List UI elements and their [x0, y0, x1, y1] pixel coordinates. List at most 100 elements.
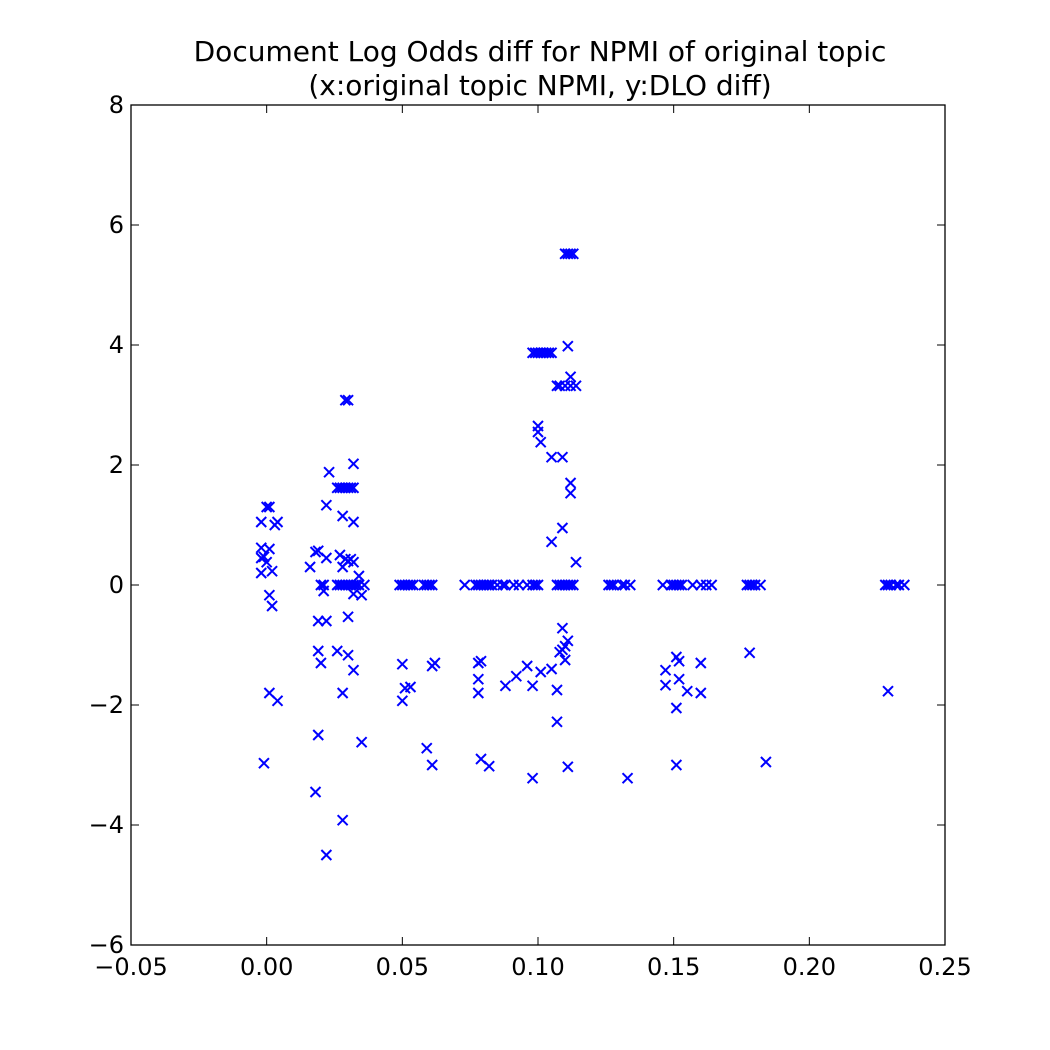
data-point	[564, 371, 577, 383]
data-point	[342, 649, 354, 661]
data-point	[564, 248, 577, 260]
data-point	[567, 248, 579, 260]
data-point	[529, 579, 541, 591]
data-point	[570, 380, 582, 392]
y-tick-label: 4	[109, 331, 124, 359]
data-point	[483, 760, 495, 772]
data-point	[673, 673, 685, 685]
data-point	[336, 687, 349, 699]
data-point	[551, 716, 563, 728]
data-point	[559, 654, 571, 666]
y-tick-label: −2	[89, 691, 124, 719]
data-point	[312, 615, 324, 627]
data-point	[681, 685, 693, 697]
x-tick-label: 0.20	[783, 953, 836, 981]
data-point	[532, 579, 544, 591]
data-point	[263, 543, 276, 555]
data-point	[309, 786, 322, 798]
data-point	[258, 551, 270, 563]
data-point	[497, 579, 509, 591]
data-point	[266, 600, 278, 612]
data-point	[339, 394, 352, 406]
data-point	[605, 579, 617, 591]
plot-area	[130, 104, 946, 946]
data-point	[320, 849, 333, 861]
data-point	[475, 655, 487, 667]
data-point	[521, 660, 533, 672]
data-point	[421, 742, 433, 754]
data-point	[564, 579, 577, 591]
x-tick-label: −0.05	[94, 953, 168, 981]
data-point	[404, 681, 417, 693]
data-point	[304, 561, 316, 573]
data-point	[350, 579, 362, 591]
data-point	[556, 522, 569, 534]
data-point	[545, 536, 558, 548]
data-point	[342, 611, 354, 623]
data-point	[472, 673, 485, 685]
data-point	[423, 579, 436, 591]
data-point	[426, 579, 438, 591]
data-point	[426, 759, 438, 771]
data-point	[312, 645, 324, 657]
data-point	[271, 516, 284, 528]
data-point	[526, 680, 539, 692]
data-point	[358, 579, 371, 591]
data-point	[898, 579, 911, 591]
data-point	[347, 516, 360, 528]
data-point	[526, 772, 539, 784]
y-tick-label: −6	[89, 931, 124, 959]
data-point	[608, 579, 620, 591]
data-point	[551, 380, 563, 392]
data-point	[483, 579, 495, 591]
data-point	[882, 579, 894, 591]
data-point	[336, 814, 349, 826]
data-point	[355, 736, 368, 748]
data-point	[543, 347, 555, 359]
x-tick-label: 0.15	[647, 953, 700, 981]
data-point	[562, 635, 574, 647]
data-point	[271, 695, 284, 707]
data-point	[499, 680, 512, 692]
data-point	[564, 487, 577, 499]
data-point	[670, 702, 683, 714]
data-point	[309, 546, 322, 558]
data-point	[396, 695, 409, 707]
data-point	[355, 589, 368, 601]
data-point	[673, 579, 685, 591]
data-point	[686, 579, 699, 591]
data-point	[659, 664, 672, 676]
data-point	[556, 622, 569, 634]
data-point	[676, 579, 688, 591]
data-point	[396, 658, 409, 670]
data-point	[551, 684, 563, 696]
data-point	[746, 579, 759, 591]
data-point	[260, 556, 273, 568]
data-point	[317, 585, 330, 597]
data-point	[659, 679, 672, 691]
data-point	[312, 729, 324, 741]
x-tick-label: 0.00	[240, 953, 293, 981]
data-point	[323, 466, 335, 478]
data-point	[499, 579, 512, 591]
data-point	[535, 436, 547, 448]
data-point	[320, 615, 333, 627]
x-tick-label: 0.10	[511, 953, 564, 981]
y-tick-label: 8	[109, 91, 124, 119]
data-point	[260, 501, 273, 513]
data-point	[315, 579, 327, 591]
y-tick-label: −4	[89, 811, 124, 839]
data-point	[347, 664, 360, 676]
data-point	[342, 394, 354, 406]
data-point	[535, 666, 547, 678]
data-point	[404, 579, 417, 591]
data-point	[315, 657, 327, 669]
data-point	[255, 516, 267, 528]
data-point	[532, 426, 544, 438]
data-point	[347, 482, 360, 494]
data-point	[890, 579, 902, 591]
data-point	[567, 579, 579, 591]
data-point	[760, 756, 772, 768]
